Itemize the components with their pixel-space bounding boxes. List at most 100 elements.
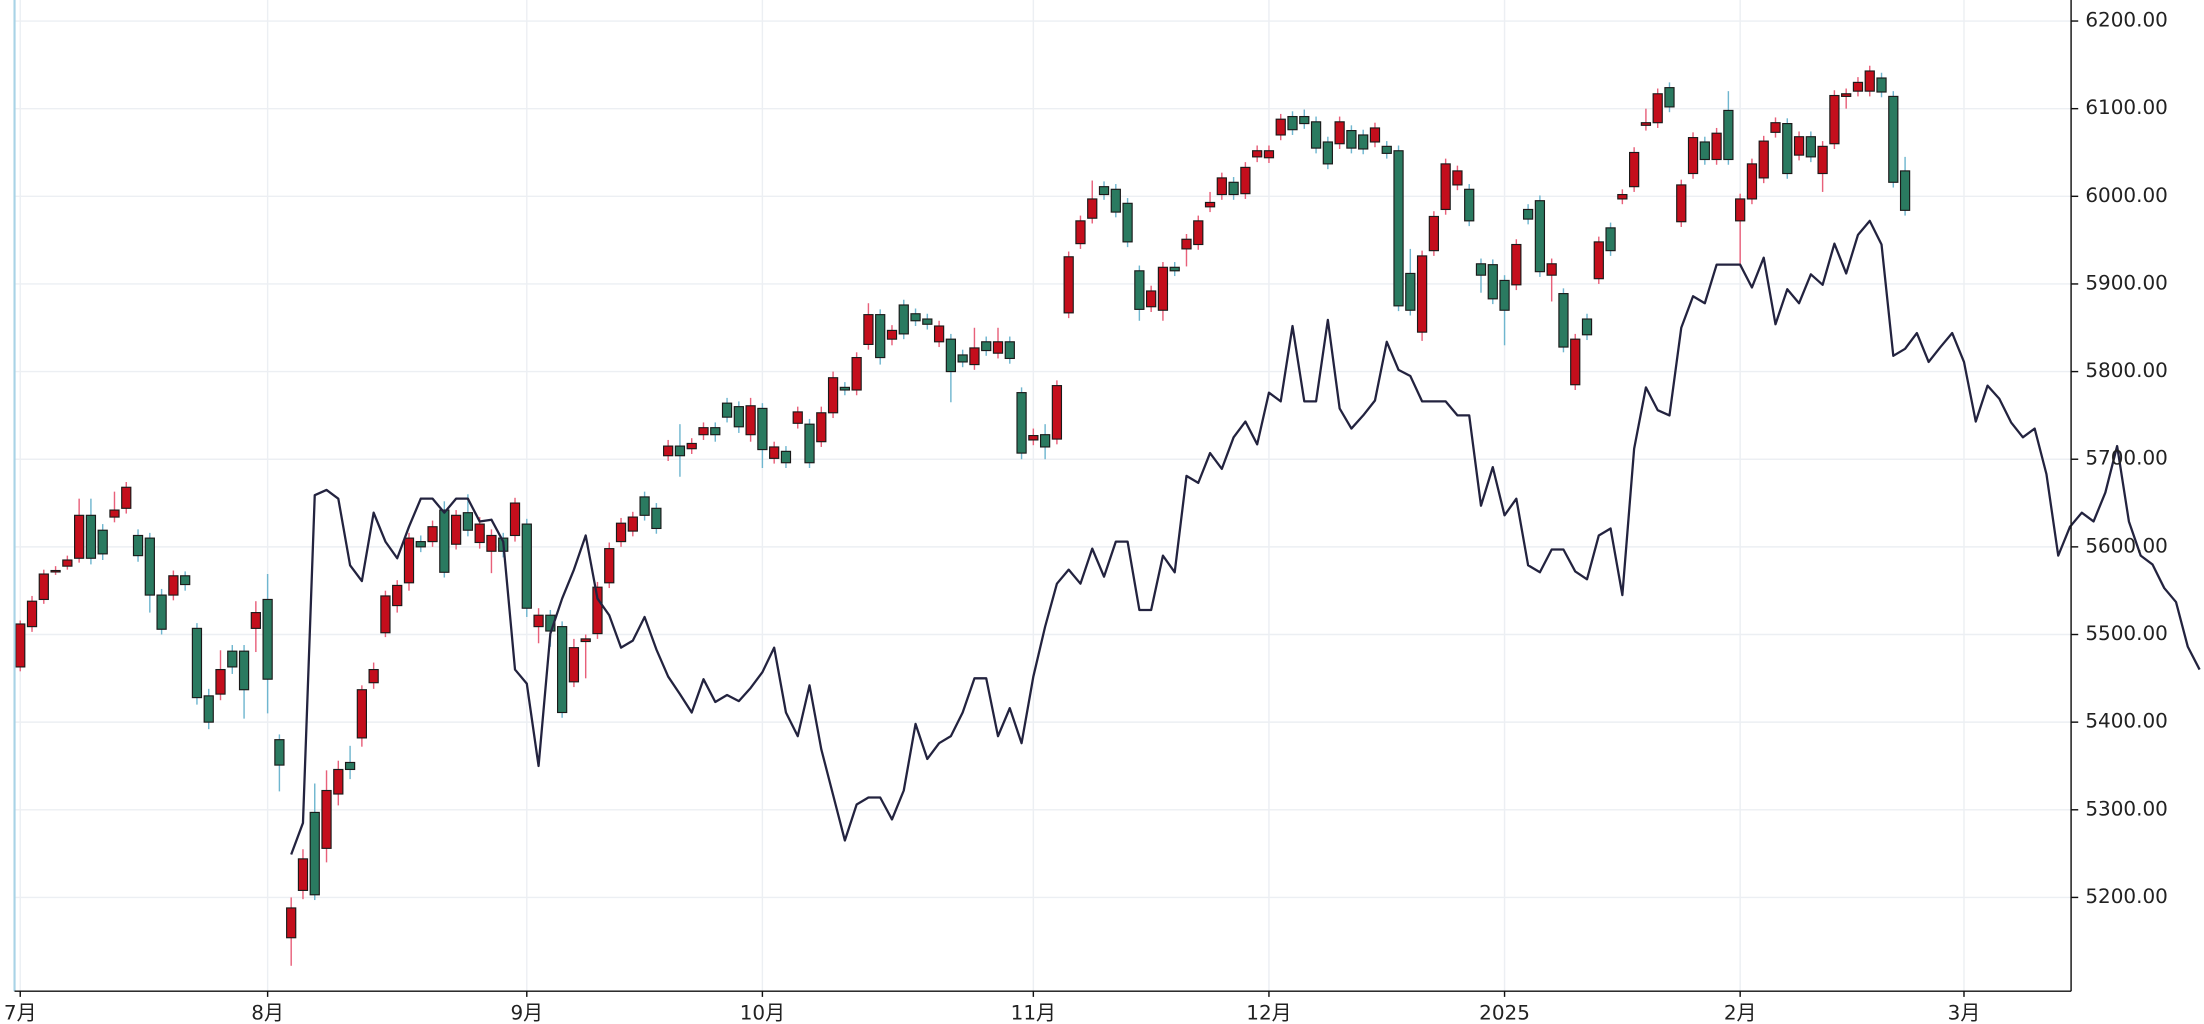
line-series	[290, 219, 2201, 855]
candle-body	[38, 573, 49, 601]
candle-body	[1464, 188, 1475, 222]
candle-body	[450, 514, 462, 545]
candle-body	[1334, 121, 1345, 145]
candle-body	[1829, 94, 1840, 145]
candle-body	[1075, 220, 1086, 245]
candle-body	[74, 514, 85, 559]
candle-body	[1629, 151, 1640, 188]
candle-body	[203, 695, 214, 723]
x-tick-label: 12月	[1246, 1001, 1291, 1024]
candle-body	[1805, 136, 1816, 158]
candle-body	[839, 386, 850, 391]
candle-body	[1358, 134, 1369, 150]
candle-body	[556, 626, 568, 714]
x-tick-label: 11月	[1011, 1001, 1056, 1024]
candle-body	[144, 537, 155, 596]
candle-body	[816, 412, 827, 443]
candle-body	[1558, 293, 1569, 348]
candle-body	[1617, 193, 1628, 200]
x-tick-label: 8月	[251, 1001, 284, 1024]
candle-body	[1475, 263, 1487, 276]
candle-body	[804, 423, 815, 464]
candle-body	[957, 354, 968, 363]
candle-body	[1134, 270, 1145, 310]
candle-body	[1699, 141, 1710, 161]
candle-body	[769, 446, 780, 459]
y-tick-label: 5200.00	[2085, 884, 2168, 908]
candle-body	[1146, 290, 1157, 308]
x-tick-label: 2025	[1479, 1001, 1530, 1024]
y-tick-label: 5300.00	[2085, 796, 2168, 820]
candle-body	[698, 427, 709, 436]
candle-body	[1263, 150, 1275, 159]
candle-body	[274, 739, 285, 766]
candle-body	[875, 314, 886, 359]
candle-body	[1888, 95, 1899, 183]
candle-body	[1899, 170, 1911, 211]
candle-body	[250, 612, 261, 629]
candle-body	[1440, 163, 1451, 211]
candle-body	[615, 522, 627, 543]
plot	[15, 65, 2201, 966]
candle-body	[639, 496, 650, 516]
candle-body	[1169, 266, 1180, 272]
candle-body	[851, 356, 862, 391]
candle-body	[1098, 186, 1110, 196]
candle-body	[1393, 150, 1404, 307]
candle-body	[827, 377, 839, 414]
candle-body	[1876, 77, 1887, 93]
y-tick-label: 6100.00	[2085, 95, 2168, 119]
candle-body	[910, 313, 921, 322]
candle-body	[392, 584, 403, 607]
candle-body	[969, 347, 980, 366]
candle-body	[403, 537, 415, 584]
candle-body	[1322, 141, 1333, 165]
candle-body	[1570, 338, 1581, 386]
candle-body	[1416, 255, 1428, 333]
candle-body	[1028, 434, 1039, 441]
candle-body	[262, 598, 273, 680]
candle-body	[486, 534, 497, 552]
candle-body	[1711, 132, 1722, 161]
y-tick-label: 5700.00	[2085, 446, 2168, 470]
candle-body	[1782, 123, 1793, 175]
candle-body	[1546, 263, 1557, 276]
candle-body	[156, 594, 167, 630]
candle-body	[1640, 122, 1652, 126]
x-tick-label: 7月	[4, 1001, 37, 1024]
candle-body	[180, 575, 191, 586]
candle-body	[1004, 341, 1015, 360]
candle-body	[474, 523, 485, 544]
candle-body	[1499, 279, 1510, 311]
candle-body	[1252, 150, 1263, 158]
candle-body	[97, 529, 108, 555]
candle-body	[1652, 93, 1663, 124]
candle-body	[1664, 87, 1675, 108]
candle-body	[886, 329, 898, 340]
candle-body	[533, 614, 544, 628]
y-tick-label: 6000.00	[2085, 183, 2168, 207]
candle-body	[297, 858, 309, 891]
candle-body	[109, 509, 120, 518]
candle-body	[933, 325, 945, 343]
candle-body	[1676, 184, 1687, 223]
candle-body	[1723, 109, 1734, 161]
candle-body	[344, 761, 356, 771]
y-tick-label: 6200.00	[2085, 8, 2168, 32]
candle-body	[368, 668, 379, 684]
candle-body	[1299, 115, 1310, 125]
candle-body	[168, 575, 179, 596]
candle-body	[568, 647, 580, 683]
candle-body	[1687, 137, 1699, 175]
candle-body	[427, 526, 438, 543]
candle-body	[1381, 145, 1392, 154]
candle-body	[663, 445, 674, 457]
candle-body	[1346, 130, 1357, 149]
candle-body	[62, 559, 73, 567]
candle-body	[651, 507, 662, 530]
candle-body	[898, 304, 909, 335]
candle-body	[1051, 385, 1063, 440]
candle-body	[238, 650, 250, 691]
candle-body	[227, 650, 238, 668]
candle-body	[1511, 243, 1522, 286]
